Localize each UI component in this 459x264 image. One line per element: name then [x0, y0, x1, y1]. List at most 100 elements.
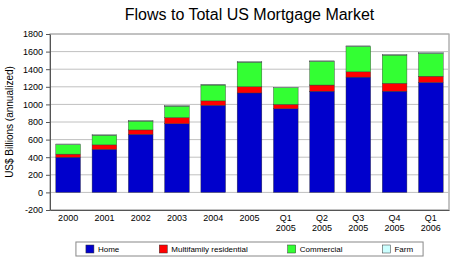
bar [273, 87, 298, 88]
legend-item: Multifamily residential [159, 245, 248, 254]
legend-item: Home [86, 245, 120, 254]
x-tick-label-line: 2001 [94, 213, 114, 223]
y-tick-label: 1400 [23, 65, 43, 75]
bar [419, 76, 444, 82]
legend-item: Farm [382, 245, 413, 254]
bar [382, 91, 407, 192]
x-axis-line [51, 210, 450, 211]
bar [310, 91, 335, 192]
y-tick-mark [46, 210, 50, 211]
y-tick-label: 1600 [23, 47, 43, 57]
x-tick-label-line: 2000 [58, 213, 78, 223]
y-tick-mark [46, 175, 50, 176]
y-axis-title: US$ Billions (annualized) [4, 66, 15, 178]
x-tick-label: 2003 [167, 213, 187, 223]
legend-label: Farm [394, 245, 413, 254]
y-tick-mark [46, 52, 50, 53]
bar [419, 53, 444, 76]
y-tick-label: 200 [28, 170, 43, 180]
bar [237, 61, 262, 62]
legend-swatch [288, 245, 296, 253]
x-tick-label: 2001 [94, 213, 114, 223]
bar [165, 105, 190, 106]
legend: Home Multifamily residential Commercial Far… [76, 242, 423, 256]
y-tick: 1400 [23, 65, 50, 75]
x-tick-label-line: Q1 [280, 213, 292, 223]
y-tick-mark [46, 104, 50, 105]
x-tick-label-line: 2005 [239, 213, 259, 223]
x-tick: Q42005 [385, 213, 405, 233]
x-tick-label-line: Q1 [425, 213, 437, 223]
bar [56, 157, 81, 192]
grid-line [50, 210, 449, 211]
y-tick: -200 [25, 205, 50, 215]
legend-label: Home [98, 245, 120, 254]
legend-item: Commercial [288, 245, 343, 254]
x-tick-label-line: Q2 [316, 213, 328, 223]
x-tick-label-line: 2004 [203, 213, 223, 223]
x-axis: 200020012002200320042005Q12005Q22005Q320… [51, 211, 450, 234]
legend-swatch [382, 245, 390, 253]
x-tick-label: 2005 [239, 213, 259, 223]
bar [165, 124, 190, 193]
bar [128, 130, 153, 134]
y-tick: 800 [28, 117, 50, 127]
series [56, 77, 443, 192]
bar [382, 55, 407, 83]
grid-line [50, 51, 449, 52]
bar [346, 72, 371, 77]
x-tick-label: 2004 [203, 213, 223, 223]
y-tick-label: 1200 [23, 82, 43, 92]
x-tick-label-line: Q4 [389, 213, 401, 223]
x-tick-label-line: 2002 [131, 213, 151, 223]
bar [346, 45, 371, 46]
legend-swatch [159, 245, 167, 253]
bar [382, 83, 407, 91]
x-tick-label-line: 2003 [167, 213, 187, 223]
x-tick-label-line: 2005 [348, 223, 368, 233]
bar [92, 149, 117, 192]
y-tick-label: 800 [28, 117, 43, 127]
y-tick-mark [46, 157, 50, 158]
x-tick-label-line: 2005 [385, 223, 405, 233]
x-tick-label-line: Q3 [352, 213, 364, 223]
x-tick-label-line: 2005 [276, 223, 296, 233]
series [56, 46, 443, 154]
x-tick: Q22005 [312, 213, 332, 233]
bar [419, 52, 444, 54]
bar [165, 106, 190, 117]
bar [201, 105, 226, 192]
bar [201, 101, 226, 105]
x-tick: 2005 [239, 213, 259, 223]
bar [382, 54, 407, 55]
y-tick-label: 0 [38, 188, 43, 198]
x-tick-label: Q22005 [312, 213, 332, 233]
y-tick: 1800 [23, 29, 50, 39]
bar [310, 61, 335, 85]
x-tick: 2000 [58, 213, 78, 223]
bar [273, 109, 298, 193]
x-tick: Q12005 [276, 213, 296, 233]
bar [92, 135, 117, 145]
y-tick: 200 [28, 170, 50, 180]
legend-box [76, 242, 423, 256]
bar [128, 134, 153, 192]
x-tick: 2002 [131, 213, 151, 223]
y-tick-label: 1800 [23, 29, 43, 39]
bar [273, 88, 298, 105]
y-tick-label: -200 [25, 205, 43, 215]
bar [165, 118, 190, 124]
y-axis-line [50, 35, 51, 211]
x-tick: Q12006 [421, 213, 441, 233]
x-tick-label: 2000 [58, 213, 78, 223]
y-tick-label: 600 [28, 135, 43, 145]
grid [50, 34, 449, 210]
x-tick: 2001 [94, 213, 114, 223]
y-axis: -200020040060080010001200140016001800 [23, 29, 51, 215]
x-tick-label: Q12005 [276, 213, 296, 233]
bar [310, 85, 335, 91]
bar [92, 134, 117, 135]
x-tick-label-line: 2006 [421, 223, 441, 233]
y-tick-mark [46, 69, 50, 70]
bar [237, 93, 262, 192]
